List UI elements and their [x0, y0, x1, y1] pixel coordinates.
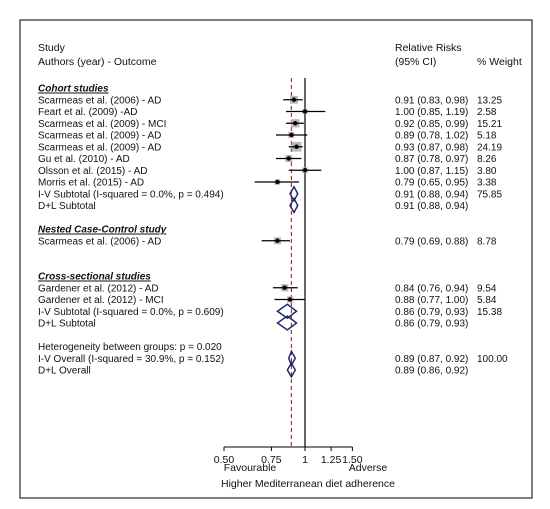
point-estimate — [293, 121, 298, 126]
header-relative-risks: Relative Risks — [395, 42, 462, 54]
point-estimate — [275, 179, 280, 185]
group-label: Cross-sectional studies — [38, 272, 151, 283]
x-tick-label: 1.50 — [342, 454, 363, 466]
forest-marks — [254, 78, 326, 447]
axis-title: Higher Mediterranean diet adherence — [221, 478, 395, 490]
subtotal-label: D+L Overall — [38, 366, 91, 377]
study-label: Feart et al. (2009) -AD — [38, 107, 137, 118]
effect-estimate: 0.89 (0.86, 0.92) — [395, 366, 468, 377]
point-estimate — [289, 132, 294, 138]
pooled-estimate-diamond — [286, 361, 297, 379]
study-label: Scarmeas et al. (2006) - AD — [38, 95, 161, 106]
header-ci: (95% CI) — [395, 56, 436, 68]
x-axis: 0.50 0.75 1 1.25 1.50 — [214, 446, 363, 466]
effect-estimate: 0.86 (0.79, 0.93) — [395, 307, 468, 318]
point-estimate — [275, 238, 280, 243]
effect-estimate: 0.89 (0.78, 1.02) — [395, 131, 468, 142]
weight-value: 15.38 — [477, 307, 502, 318]
study-label: Gardener et al. (2012) - AD — [38, 283, 159, 294]
header-weight: % Weight — [477, 56, 522, 68]
subtotal-label: I-V Overall (I-squared = 30.9%, p = 0.15… — [38, 354, 224, 365]
weight-value: 24.19 — [477, 142, 502, 153]
weight-value: 75.85 — [477, 189, 502, 200]
effect-estimate: 0.86 (0.79, 0.93) — [395, 319, 468, 330]
pooled-estimate-diamond — [276, 303, 298, 320]
subtotal-label: I-V Subtotal (I-squared = 0.0%, p = 0.49… — [38, 189, 224, 200]
x-tick-label: 1 — [302, 454, 308, 466]
weight-value: 5.18 — [477, 131, 497, 142]
study-label: Scarmeas et al. (2009) - MCI — [38, 119, 166, 130]
effect-estimate: 0.91 (0.88, 0.94) — [395, 201, 468, 212]
subtotal-label: D+L Subtotal — [38, 201, 96, 212]
effect-estimate: 0.92 (0.85, 0.99) — [395, 119, 468, 130]
effect-estimate: 0.89 (0.87, 0.92) — [395, 354, 468, 365]
point-estimate — [286, 156, 291, 161]
pooled-estimate-diamond — [287, 349, 297, 368]
effect-estimate: 1.00 (0.87, 1.15) — [395, 166, 468, 177]
weight-value: 13.25 — [477, 95, 502, 106]
effect-estimate: 1.00 (0.85, 1.19) — [395, 107, 468, 118]
weight-value: 15.21 — [477, 119, 502, 130]
weight-value: 100.00 — [477, 354, 508, 365]
point-estimate — [302, 109, 308, 114]
pooled-estimate-diamond — [276, 315, 298, 331]
weight-value: 8.78 — [477, 236, 497, 247]
effect-estimate: 0.79 (0.65, 0.95) — [395, 178, 468, 189]
study-label: Morris et al. (2015) - AD — [38, 178, 144, 189]
point-estimate — [302, 168, 308, 173]
header-study: Study — [38, 42, 66, 54]
label-favourable: Favourable — [224, 462, 277, 474]
group-label: Cohort studies — [38, 84, 109, 95]
effect-estimate: 0.87 (0.78, 0.97) — [395, 154, 468, 165]
subtotal-label: I-V Subtotal (I-squared = 0.0%, p = 0.60… — [38, 307, 224, 318]
subtotal-label: D+L Subtotal — [38, 319, 96, 330]
effect-estimate: 0.91 (0.88, 0.94) — [395, 189, 468, 200]
study-label: Scarmeas et al. (2006) - AD — [38, 236, 161, 247]
pooled-estimate-diamond — [289, 185, 299, 203]
x-tick-label: 0.75 — [261, 454, 282, 466]
weight-value: 5.84 — [477, 295, 497, 306]
weight-value: 9.54 — [477, 283, 497, 294]
header-authors: Authors (year) - Outcome — [38, 56, 157, 68]
x-tick-label: 0.50 — [214, 454, 235, 466]
point-estimate — [282, 285, 287, 290]
group-label: Nested Case-Control study — [38, 225, 167, 236]
weight-value: 3.38 — [477, 178, 497, 189]
effect-estimate: 0.91 (0.83, 0.98) — [395, 95, 468, 106]
weight-value: 2.58 — [477, 107, 497, 118]
point-estimate — [291, 97, 297, 102]
study-label: Gardener et al. (2012) - MCI — [38, 295, 164, 306]
point-estimate — [294, 144, 299, 149]
effect-estimate: 0.93 (0.87, 0.98) — [395, 142, 468, 153]
effect-estimate: 0.88 (0.77, 1.00) — [395, 295, 468, 306]
plot-frame — [19, 19, 533, 499]
weight-value: 8.26 — [477, 154, 497, 165]
study-label: Olsson et al. (2015) - AD — [38, 166, 148, 177]
study-label: Scarmeas et al. (2009) - AD — [38, 142, 161, 153]
weight-value: 3.80 — [477, 166, 497, 177]
heterogeneity-label: Heterogeneity between groups: p = 0.020 — [38, 342, 222, 353]
point-estimate — [287, 297, 293, 302]
study-label: Scarmeas et al. (2009) - AD — [38, 131, 161, 142]
label-adverse: Adverse — [349, 462, 388, 474]
effect-estimate: 0.79 (0.69, 0.88) — [395, 236, 468, 247]
x-tick-label: 1.25 — [321, 454, 342, 466]
effect-estimate: 0.84 (0.76, 0.94) — [395, 283, 468, 294]
study-label: Gu et al. (2010) - AD — [38, 154, 130, 165]
pooled-estimate-diamond — [289, 196, 299, 215]
